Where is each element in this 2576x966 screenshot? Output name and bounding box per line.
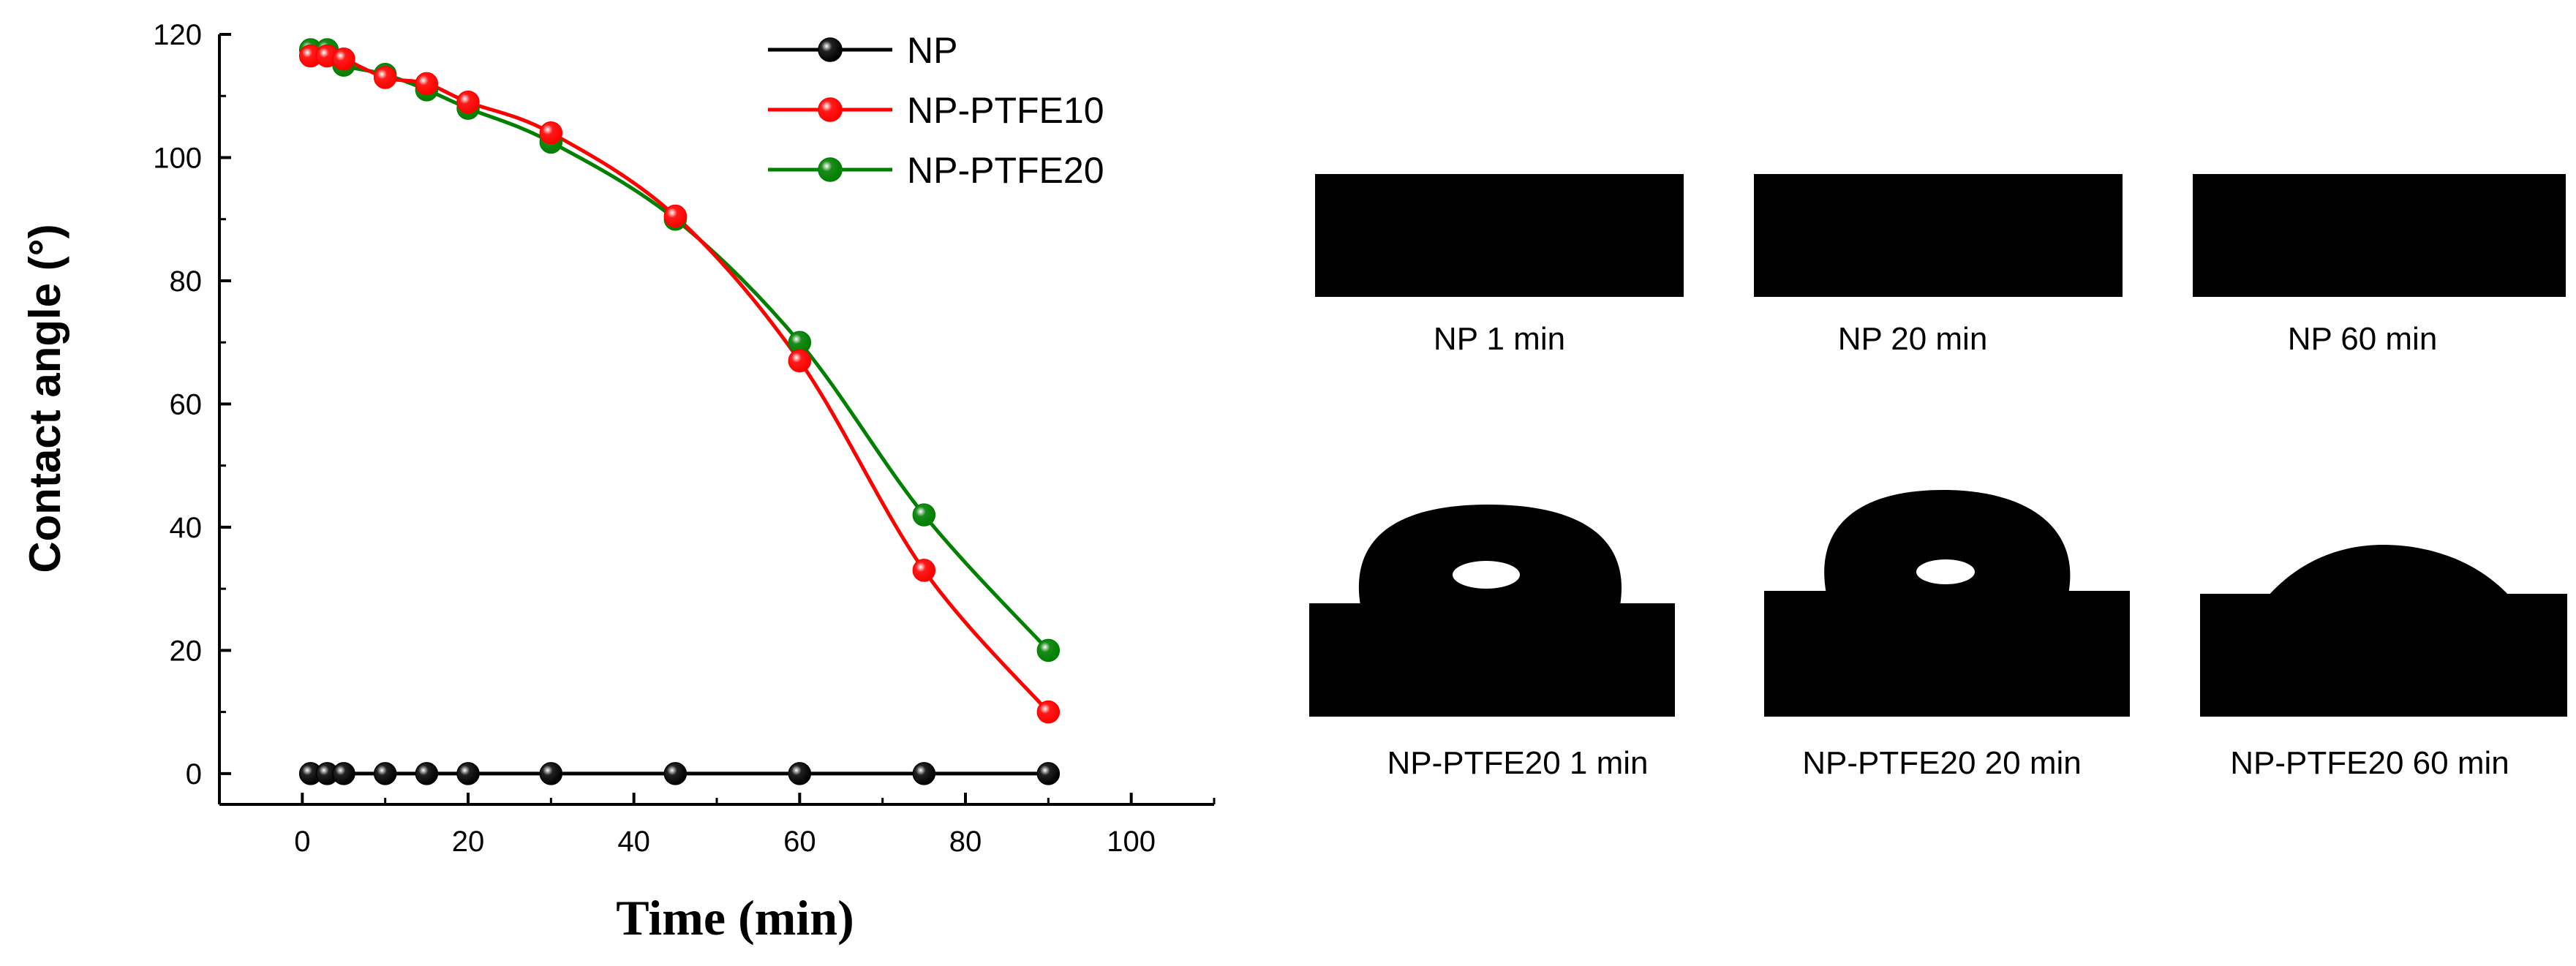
- y-tick-label: 0: [186, 758, 202, 790]
- caption-np-ptfe20-60min: NP-PTFE20 60 min: [2230, 745, 2509, 781]
- data-point-np-ptfe10: [373, 66, 397, 89]
- contact-angle-chart: 0 20 40 60 80 100 120 0 20 40 60 80 100 NP NP-PTFE10…: [20, 19, 1216, 946]
- data-point-np-ptfe10: [539, 121, 563, 145]
- x-axis-title: Time (min): [616, 890, 854, 946]
- legend-marker: [818, 97, 843, 122]
- np-60min-image: [2193, 174, 2566, 297]
- x-tick-label: 0: [294, 826, 310, 858]
- data-point-np: [373, 762, 397, 785]
- y-tick-label: 20: [170, 635, 203, 667]
- data-point-np: [332, 762, 355, 785]
- data-point-np-ptfe20: [1036, 638, 1061, 663]
- data-point-np: [415, 762, 439, 785]
- data-point-np-ptfe10: [788, 349, 812, 373]
- x-tick-label: 60: [783, 826, 816, 858]
- caption-np-20min: NP 20 min: [1838, 321, 1988, 357]
- data-point-np: [1036, 762, 1061, 785]
- axes: [218, 34, 1214, 806]
- caption-np-ptfe20-1min: NP-PTFE20 1 min: [1387, 745, 1649, 781]
- np-20min-image: [1754, 174, 2123, 297]
- np-ptfe20-60min-image: [2200, 545, 2567, 717]
- np-ptfe20-1min-image: [1309, 505, 1675, 717]
- y-tick-label: 80: [170, 265, 203, 298]
- data-point-np: [456, 762, 480, 785]
- data-point-np: [539, 762, 563, 785]
- legend-marker: [818, 157, 843, 182]
- x-tick-label: 80: [949, 826, 982, 858]
- legend-label: NP: [907, 30, 957, 71]
- data-point-np: [912, 762, 936, 785]
- np-1min-image: [1315, 174, 1684, 297]
- series-line-np-ptfe20: [310, 47, 1050, 652]
- data-point-np-ptfe10: [456, 90, 480, 114]
- y-tick-label: 40: [170, 512, 203, 544]
- y-tick-label: 100: [153, 142, 202, 174]
- x-tick-label: 20: [452, 826, 485, 858]
- np-ptfe20-20min-image: [1764, 490, 2130, 717]
- x-tick-label: 40: [617, 826, 650, 858]
- data-point-np-ptfe10: [1036, 700, 1061, 724]
- data-point-np: [663, 762, 688, 785]
- y-tick-label: 60: [170, 388, 203, 420]
- legend-label: NP-PTFE10: [907, 90, 1104, 131]
- data-point-np-ptfe10: [415, 72, 439, 96]
- y-tick-label: 120: [153, 19, 202, 51]
- data-point-np: [788, 762, 812, 785]
- data-point-np-ptfe10: [332, 47, 355, 71]
- droplet-image-panel: NP 1 min NP 20 min NP 60 min NP-PTFE20 1…: [1309, 174, 2567, 781]
- legend-label: NP-PTFE20: [907, 150, 1104, 191]
- legend-marker: [818, 37, 843, 62]
- data-point-np-ptfe10: [912, 559, 936, 582]
- y-axis-title: Contact angle (°): [20, 224, 69, 573]
- legend: NP NP-PTFE10 NP-PTFE20: [768, 30, 1104, 191]
- x-tick-label: 100: [1107, 826, 1156, 858]
- data-point-np-ptfe10: [663, 204, 688, 228]
- caption-np-1min: NP 1 min: [1434, 321, 1565, 357]
- x-axis-ticks: 0 20 40 60 80 100: [218, 793, 1216, 858]
- series-points: [298, 38, 1061, 785]
- data-point-np-ptfe20: [912, 503, 936, 527]
- caption-np-ptfe20-20min: NP-PTFE20 20 min: [1802, 745, 2081, 781]
- caption-np-60min: NP 60 min: [2288, 321, 2438, 357]
